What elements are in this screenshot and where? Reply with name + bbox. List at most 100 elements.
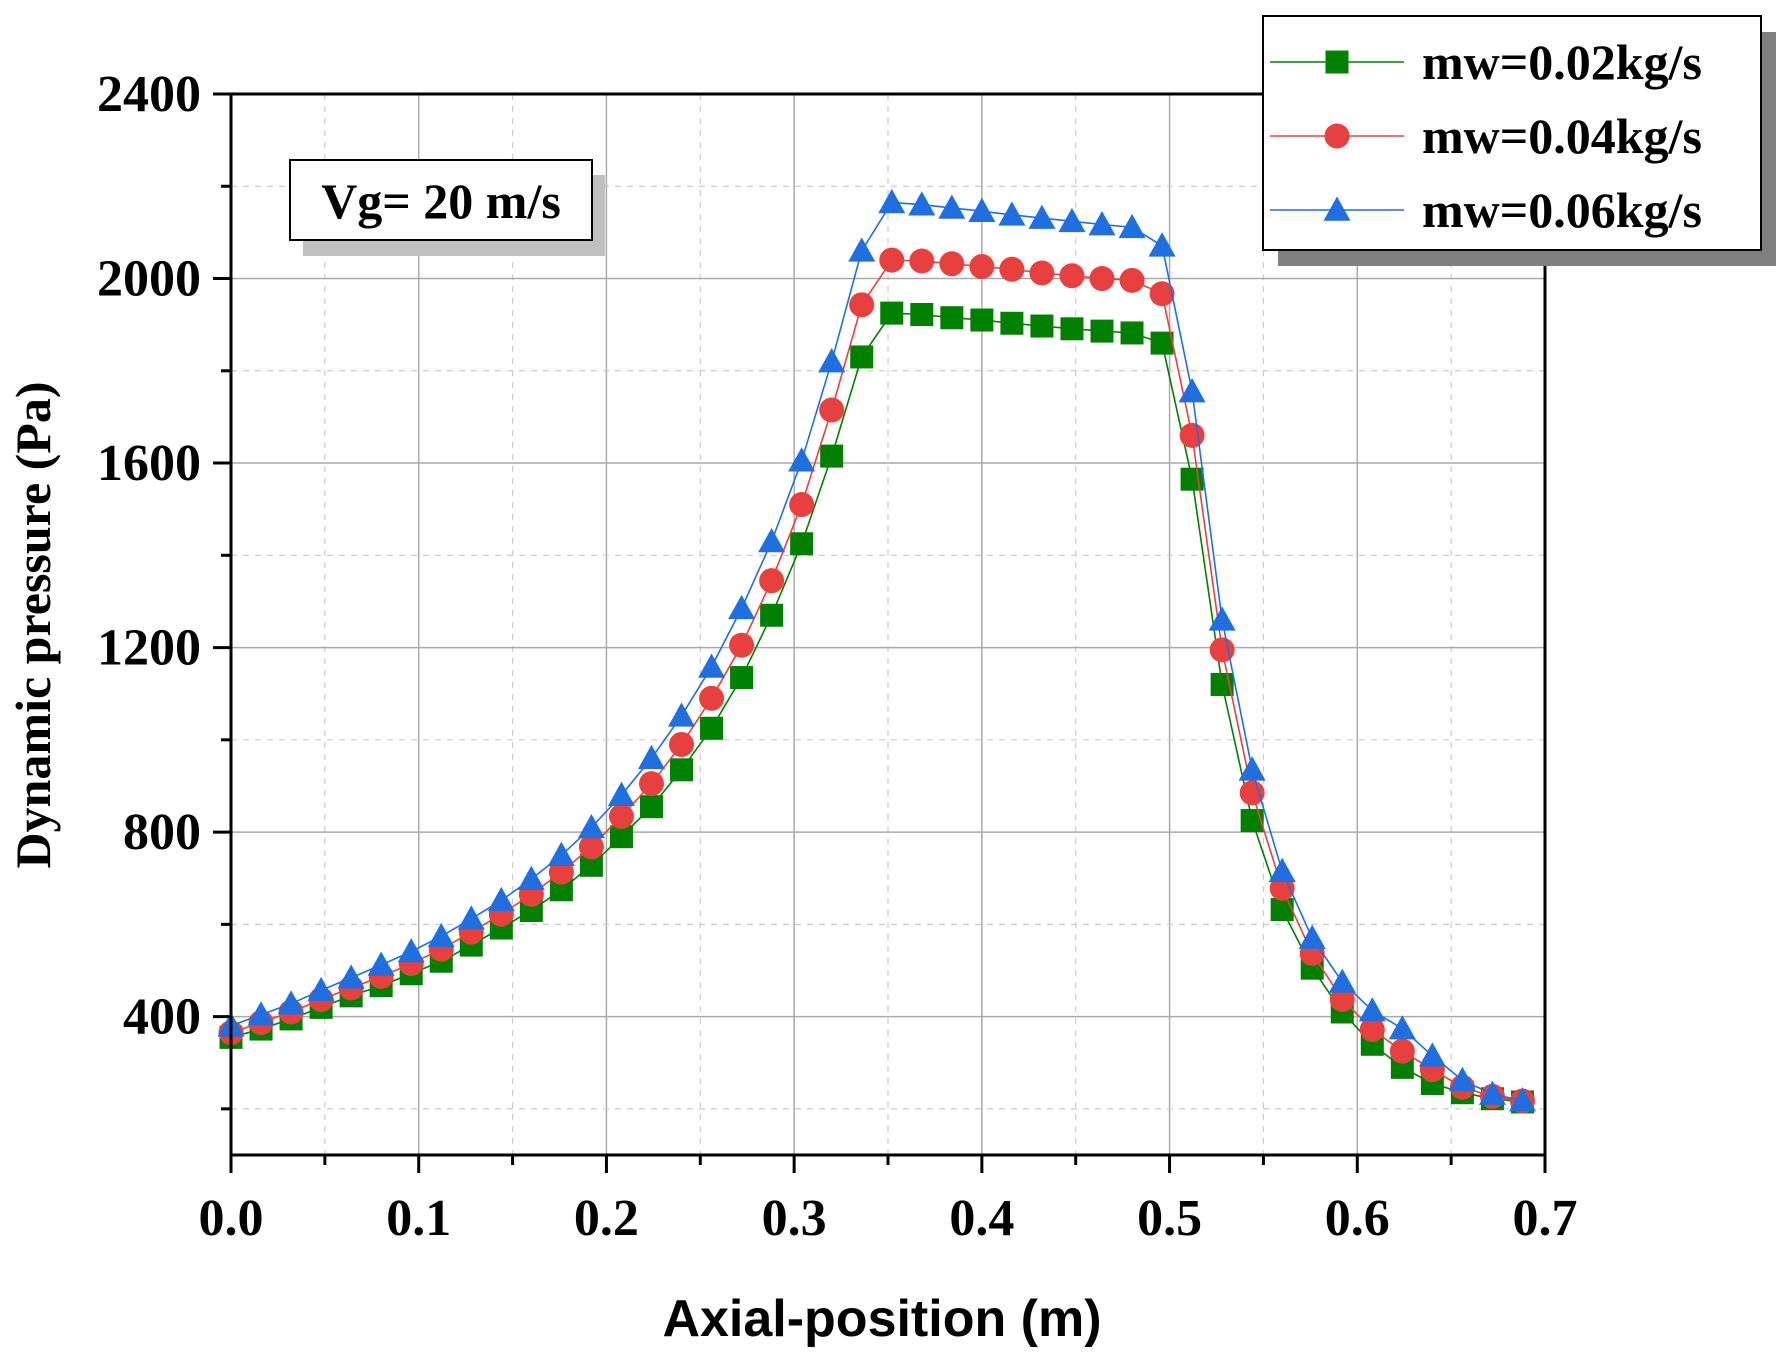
- data-point: [367, 951, 395, 976]
- y-tick-label: 400: [123, 989, 201, 1046]
- annotation-box: Vg= 20 m/s: [289, 159, 605, 256]
- data-point: [578, 834, 604, 860]
- data-point: [760, 603, 784, 627]
- x-tick-label: 0.5: [1137, 1190, 1202, 1247]
- legend-marker: [1324, 123, 1350, 149]
- x-tick-label: 0.1: [386, 1190, 451, 1247]
- data-point: [698, 653, 726, 678]
- data-point: [788, 447, 816, 472]
- data-point: [637, 744, 665, 770]
- data-point: [1120, 321, 1144, 345]
- data-point: [728, 594, 756, 620]
- data-point: [850, 345, 874, 369]
- data-point: [670, 758, 694, 782]
- data-point: [1030, 314, 1054, 338]
- data-point: [337, 964, 365, 989]
- data-point: [1060, 317, 1084, 341]
- x-tick-label: 0.6: [1325, 1190, 1390, 1247]
- legend-entry-label: mw=0.06kg/s: [1422, 182, 1702, 238]
- data-point: [577, 813, 605, 839]
- data-point: [908, 191, 936, 216]
- series-layer: [217, 188, 1536, 1114]
- data-point: [1359, 1017, 1385, 1043]
- data-point: [579, 853, 603, 877]
- data-point: [1179, 422, 1205, 448]
- data-point: [699, 685, 725, 711]
- series-3: [217, 188, 1536, 1112]
- legend-entry-label: mw=0.02kg/s: [1422, 34, 1702, 90]
- data-point: [1178, 378, 1206, 403]
- data-point: [608, 803, 634, 829]
- data-point: [397, 938, 425, 963]
- x-tick-label: 0.0: [199, 1190, 264, 1247]
- data-point: [968, 197, 996, 222]
- data-point: [1238, 756, 1266, 781]
- x-tick-label: 0.4: [949, 1190, 1014, 1247]
- data-point: [940, 306, 964, 330]
- legend-entry-label: mw=0.04kg/s: [1422, 108, 1702, 164]
- data-point: [609, 825, 633, 849]
- data-point: [1059, 263, 1085, 289]
- data-point: [1088, 211, 1116, 236]
- data-point: [880, 301, 904, 325]
- y-tick-label: 2000: [97, 251, 201, 308]
- data-point: [457, 905, 485, 930]
- data-point: [849, 292, 875, 318]
- data-point: [277, 990, 305, 1015]
- data-point: [487, 886, 515, 912]
- data-point: [759, 568, 785, 594]
- data-point: [700, 716, 724, 740]
- x-tick-label: 0.3: [762, 1190, 827, 1247]
- data-point: [909, 248, 935, 274]
- data-point: [879, 247, 905, 273]
- data-point: [1209, 637, 1235, 663]
- data-point: [639, 795, 663, 819]
- data-point: [938, 194, 966, 219]
- data-point: [999, 256, 1025, 282]
- data-point: [1418, 1042, 1446, 1067]
- data-point: [1448, 1066, 1476, 1092]
- data-point: [607, 781, 635, 806]
- x-tick-label: 0.2: [574, 1190, 639, 1247]
- y-tick-label: 2400: [97, 66, 201, 123]
- data-point: [668, 702, 696, 727]
- data-point: [1389, 1038, 1415, 1064]
- data-point: [669, 731, 695, 757]
- data-point: [1328, 968, 1356, 993]
- data-point: [517, 865, 545, 890]
- data-point: [1090, 319, 1114, 343]
- y-axis-title: Dynamic pressure (Pa): [5, 382, 61, 869]
- data-point: [730, 666, 754, 690]
- data-point: [758, 527, 786, 553]
- x-tick-label: 0.7: [1513, 1190, 1578, 1247]
- data-point: [1029, 260, 1055, 286]
- data-point: [1239, 780, 1265, 806]
- y-tick-label: 800: [123, 804, 201, 861]
- data-point: [790, 532, 814, 556]
- data-point: [427, 922, 455, 948]
- data-point: [1298, 924, 1326, 949]
- axis-ticks: 0.0 0.1 0.2 0.3 0.4 0.5 0.6 0.7 400 800 1200 1600 20…: [97, 66, 1578, 1247]
- data-point: [307, 976, 335, 1002]
- data-point: [1089, 266, 1115, 292]
- data-point: [547, 841, 575, 866]
- data-point: [729, 632, 755, 658]
- grid: [231, 94, 1545, 1155]
- data-point: [1478, 1080, 1506, 1105]
- data-point: [638, 771, 664, 797]
- legend-marker: [1323, 196, 1351, 221]
- data-point: [1270, 898, 1294, 922]
- data-point: [1508, 1087, 1536, 1112]
- data-point: [1028, 204, 1056, 229]
- y-tick-label: 1600: [97, 435, 201, 492]
- legend-marker: [1325, 50, 1349, 74]
- data-point: [1119, 267, 1145, 293]
- data-point: [1149, 281, 1175, 307]
- data-point: [1150, 331, 1174, 355]
- data-point: [1208, 606, 1236, 631]
- data-point: [998, 201, 1026, 226]
- data-point: [848, 237, 876, 262]
- data-point: [819, 397, 845, 423]
- data-point: [820, 444, 844, 468]
